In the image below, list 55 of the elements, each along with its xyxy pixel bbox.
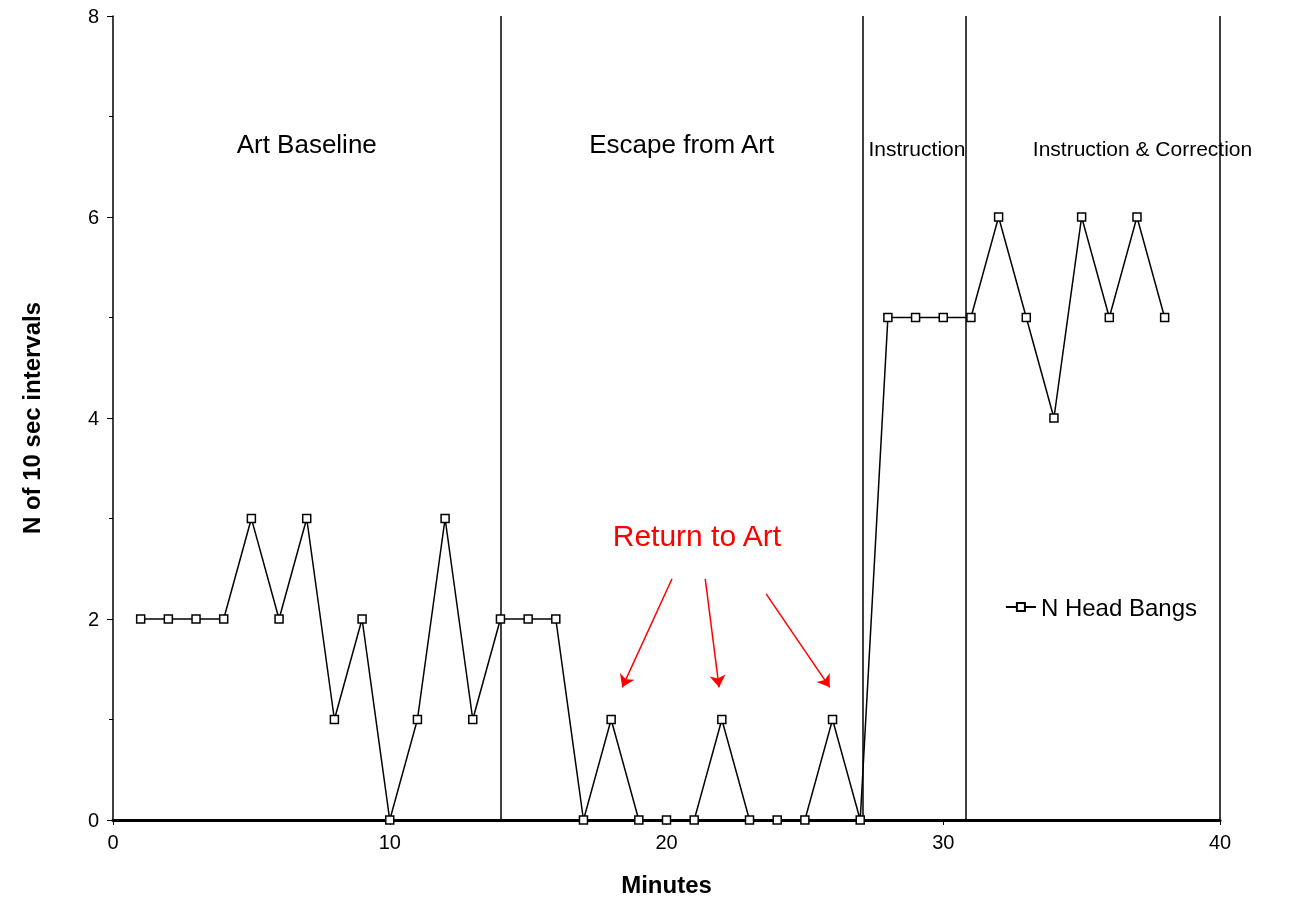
point: [634, 815, 644, 825]
x-tick-label: 20: [655, 831, 678, 853]
point: [274, 614, 284, 624]
x-tick-label: 30: [932, 831, 955, 853]
y-tick-label: 0: [87, 809, 99, 831]
point: [468, 714, 478, 725]
point: [1076, 212, 1087, 222]
point: [827, 714, 838, 725]
point: [800, 815, 810, 825]
x-tick-label: 10: [378, 831, 401, 853]
point: [357, 614, 367, 624]
point: [329, 714, 340, 725]
point: [993, 212, 1004, 222]
point: [661, 815, 672, 825]
point: [938, 312, 948, 323]
x-tick-label: 40: [1208, 831, 1232, 853]
point: [523, 614, 533, 624]
point: [744, 815, 755, 825]
point: [440, 513, 450, 524]
point: [301, 513, 312, 524]
point: [578, 815, 589, 825]
point: [606, 714, 616, 725]
annotation: Instruction: [868, 137, 966, 161]
point: [966, 312, 976, 323]
point: [689, 815, 699, 825]
y-tick-label: 2: [87, 608, 99, 630]
y-tick-label: 4: [87, 407, 99, 429]
point: [1104, 312, 1115, 323]
point: [551, 614, 561, 624]
x-tick-label: 0: [107, 831, 119, 853]
point: [1021, 312, 1032, 323]
point: [218, 614, 229, 624]
annotation: Return to Art: [612, 519, 782, 553]
point: [1159, 312, 1170, 323]
point: [855, 815, 865, 825]
point: [191, 614, 201, 624]
annotation: Escape from Art: [589, 128, 775, 159]
point: [772, 815, 782, 825]
annotation: Art Baseline: [236, 128, 377, 159]
point: [246, 513, 257, 524]
y-tick-label: 6: [87, 206, 99, 228]
y-tick-label: 8: [87, 5, 99, 27]
point: [163, 614, 174, 624]
point: [495, 614, 506, 624]
legend-label: N Head Bangs: [1040, 593, 1197, 621]
point: [385, 815, 395, 825]
point: [910, 312, 921, 323]
x-axis-title: Minutes: [621, 870, 712, 898]
point: [412, 714, 423, 725]
point: [135, 614, 146, 624]
point: [1049, 413, 1059, 423]
point: [1132, 212, 1142, 222]
point: [883, 312, 893, 323]
point: [717, 714, 727, 725]
y-axis-title: N of 10 sec intervals: [17, 301, 45, 535]
